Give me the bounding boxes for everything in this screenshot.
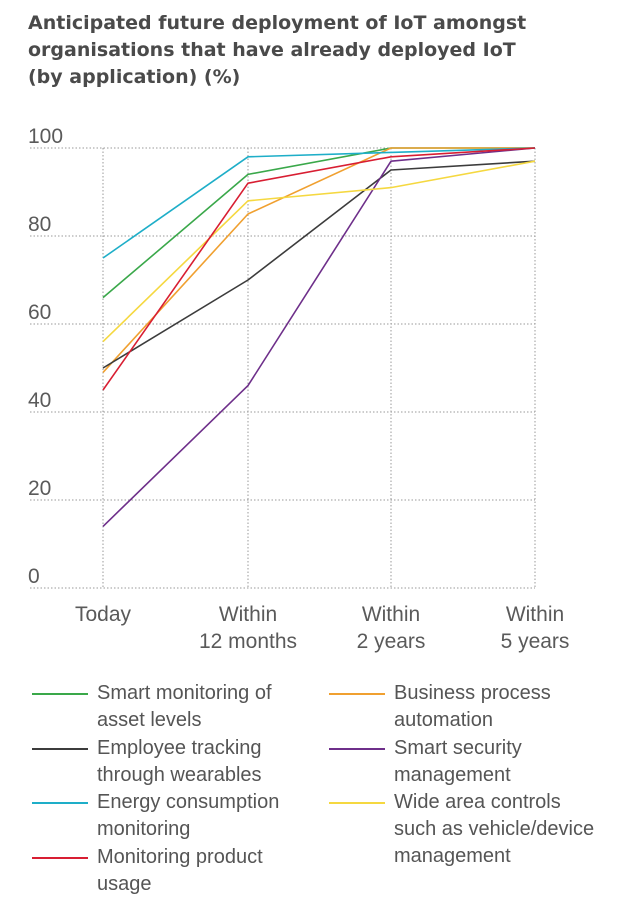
legend-label: Business process automation bbox=[394, 682, 551, 731]
y-tick-label: 100 bbox=[28, 125, 63, 148]
legend-swatch bbox=[32, 748, 88, 750]
x-tick-label: Within 2 years bbox=[357, 603, 426, 653]
legend-label: Employee tracking through wearables bbox=[97, 737, 262, 786]
series-line-2 bbox=[102, 160, 536, 369]
chart-series bbox=[102, 147, 536, 527]
y-tick-label: 80 bbox=[28, 213, 51, 236]
legend-label: Monitoring product usage bbox=[97, 846, 263, 895]
legend-swatch bbox=[32, 802, 88, 804]
series-line-1 bbox=[102, 147, 535, 373]
legend-swatch bbox=[32, 857, 88, 859]
y-axis-ticks: 100 80 60 40 20 0 bbox=[28, 125, 63, 588]
legend-label: Energy consumption monitoring bbox=[97, 791, 280, 840]
y-tick-label: 20 bbox=[28, 477, 51, 500]
legend-swatch bbox=[32, 693, 88, 695]
series-line-3 bbox=[102, 147, 536, 527]
chart-grid bbox=[30, 147, 536, 589]
legend-swatch bbox=[329, 802, 385, 804]
x-tick-label: Within 5 years bbox=[501, 603, 570, 653]
legend-label: Wide area controls such as vehicle/device… bbox=[394, 791, 595, 867]
legend-label: Smart security management bbox=[394, 737, 522, 786]
legend-label: Smart monitoring of asset levels bbox=[97, 682, 272, 731]
y-tick-label: 0 bbox=[28, 565, 40, 588]
series-line-5 bbox=[102, 160, 536, 343]
series-line-6 bbox=[102, 147, 536, 391]
x-axis-ticks: Today Within 12 months Within 2 years Within 5… bbox=[75, 603, 569, 653]
chart-title: Anticipated future deployment of IoT amo… bbox=[28, 12, 527, 88]
y-tick-label: 40 bbox=[28, 389, 51, 412]
legend-swatch bbox=[329, 693, 385, 695]
x-tick-label: Today bbox=[75, 603, 132, 626]
y-tick-label: 60 bbox=[28, 301, 51, 324]
legend-swatch bbox=[329, 748, 385, 750]
x-tick-label: Within 12 months bbox=[199, 603, 297, 653]
line-chart: 100 80 60 40 20 0 Today Within 12 months Within 2… bbox=[28, 125, 569, 653]
series-line-4 bbox=[102, 147, 536, 259]
